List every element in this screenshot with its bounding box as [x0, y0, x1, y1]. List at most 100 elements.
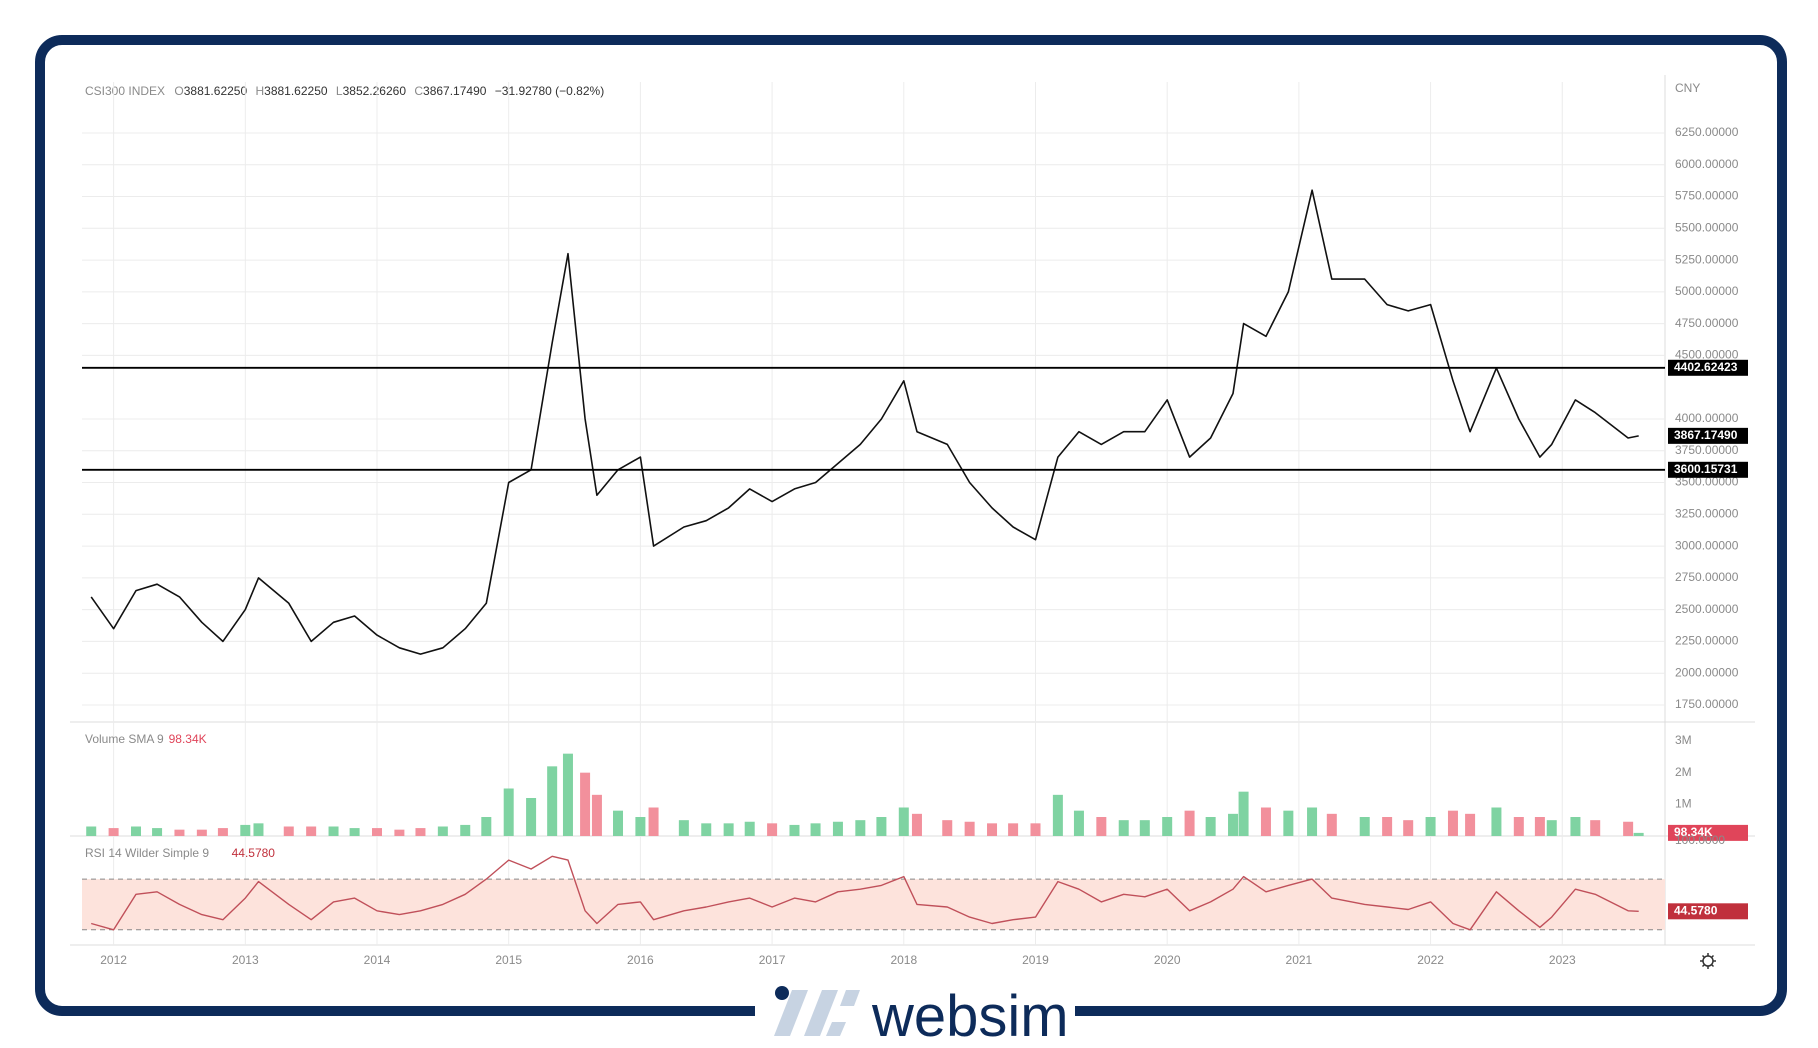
y-tick-label: 100.0000 — [1675, 833, 1725, 847]
volume-bar — [855, 820, 866, 836]
volume-bar — [174, 829, 185, 836]
pane-title-value: 98.34K — [169, 732, 207, 746]
y-tick-label: 3250.00000 — [1675, 506, 1739, 520]
volume-bar — [349, 828, 360, 836]
volume-bar — [1534, 817, 1545, 836]
settings-spokes[interactable] — [1700, 953, 1716, 969]
field-value: 3881.62250 — [184, 84, 248, 98]
y-tick-label: 5750.00000 — [1675, 189, 1739, 203]
volume-bar — [481, 817, 492, 836]
x-tick-label: 2023 — [1549, 953, 1576, 967]
volume-bar — [1008, 823, 1019, 836]
volume-bar — [415, 828, 426, 836]
last-value-box — [1668, 903, 1748, 920]
volume-bar — [1570, 817, 1581, 836]
volume-bar — [1260, 807, 1271, 836]
volume-bar — [701, 823, 712, 836]
last-value-text: 44.5780 — [1674, 903, 1718, 917]
x-tick-label: 2015 — [495, 953, 522, 967]
frame — [35, 35, 1787, 1016]
y-tick-label: 5250.00000 — [1675, 252, 1739, 266]
y-tick-label: 2500.00000 — [1675, 602, 1739, 616]
volume-bar — [1546, 820, 1557, 836]
brand-dot — [775, 986, 789, 1000]
x-tick-label: 2022 — [1417, 953, 1444, 967]
currency: CNY — [1675, 81, 1700, 95]
pane-title-value: 44.5780 — [232, 846, 276, 860]
volume-bar — [503, 788, 514, 836]
volume-bar — [1513, 817, 1524, 836]
level-label-text: 4402.62423 — [1674, 360, 1738, 374]
volume-bar — [987, 823, 998, 836]
volume-bar — [1590, 820, 1601, 836]
volume-bar — [591, 794, 602, 836]
volume-bar — [1283, 810, 1294, 836]
volume-bar — [1118, 820, 1129, 836]
field-key: H — [255, 84, 264, 98]
volume-bar — [744, 821, 755, 836]
volume-bar — [394, 829, 405, 836]
y-tick-label: 1750.00000 — [1675, 697, 1739, 711]
field-key: L — [336, 84, 343, 98]
volume-bar — [635, 817, 646, 836]
y-tick-label: 5500.00000 — [1675, 220, 1739, 234]
y-tick-label: 1M — [1675, 797, 1692, 811]
volume-bar — [942, 820, 953, 836]
change: −31.92780 (−0.82%) — [495, 84, 604, 98]
volume-bar — [1359, 817, 1370, 836]
volume-bar — [876, 817, 887, 836]
volume-bar — [437, 826, 448, 836]
volume-bar — [1623, 821, 1634, 836]
level-label-box — [1668, 359, 1748, 376]
y-tick-label: 3000.00000 — [1675, 538, 1739, 552]
y-tick-label: 5000.00000 — [1675, 284, 1739, 298]
volume-bar — [372, 828, 383, 836]
volume-bar — [1096, 817, 1107, 836]
volume-bar — [789, 824, 800, 836]
volume-bar — [108, 828, 119, 836]
brand-name: websim — [871, 984, 1069, 1048]
volume-bar — [898, 807, 909, 836]
band-fill — [82, 879, 1665, 930]
field-value: 3852.26260 — [343, 84, 407, 98]
volume-bar — [580, 772, 591, 836]
volume-bar — [678, 820, 689, 836]
volume-bar — [306, 826, 317, 836]
volume-bar — [86, 826, 97, 836]
last-value-text: 3867.17490 — [1674, 428, 1738, 442]
y-tick-label: 2750.00000 — [1675, 570, 1739, 584]
volume-bar — [1425, 817, 1436, 836]
y-tick-label: 3500.00000 — [1675, 475, 1739, 489]
volume-bar — [911, 813, 922, 836]
volume-bar — [810, 823, 821, 836]
field-key: O — [174, 84, 183, 98]
volume-bar — [613, 810, 624, 836]
x-tick-label: 2020 — [1154, 953, 1181, 967]
volume-bar — [152, 828, 163, 836]
volume-bar — [1447, 810, 1458, 836]
volume-bar — [1465, 813, 1476, 836]
volume-bar — [1162, 817, 1173, 836]
volume-bar — [1073, 810, 1084, 836]
settings-icon[interactable] — [1700, 953, 1716, 969]
field-value: 3867.17490 — [423, 84, 487, 98]
volume-bar — [1030, 823, 1041, 836]
chart-header: CSI300 INDEX O3881.62250 H3881.62250 L38… — [85, 84, 604, 98]
x-tick-label: 2019 — [1022, 953, 1049, 967]
y-tick-label: 3750.00000 — [1675, 443, 1739, 457]
volume-bar — [767, 823, 778, 836]
volume-bar — [526, 798, 537, 836]
y-tick-label: 2250.00000 — [1675, 634, 1739, 648]
series-line — [91, 855, 1639, 931]
x-tick-label: 2012 — [100, 953, 127, 967]
y-tick-label: 6000.00000 — [1675, 157, 1739, 171]
pane-title: RSI 14 Wilder Simple 9 — [85, 846, 209, 860]
x-tick-label: 2021 — [1286, 953, 1313, 967]
volume-bar — [1382, 817, 1393, 836]
series-line — [90, 189, 1639, 655]
volume-bar — [130, 826, 141, 836]
pane-title: Volume SMA 9 — [85, 732, 164, 746]
volume-bar — [1326, 813, 1337, 836]
field-value: 3881.62250 — [264, 84, 328, 98]
